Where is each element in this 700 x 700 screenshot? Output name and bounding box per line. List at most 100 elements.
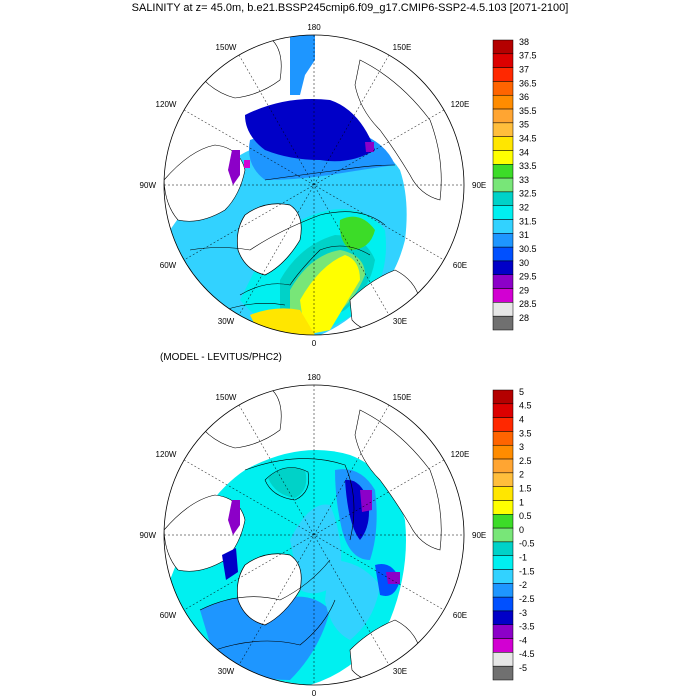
lon-label-120e: 120E (451, 450, 470, 459)
greenland-landmass (236, 203, 302, 276)
colorbar-swatch (492, 527, 514, 543)
coastal-fresh-patch (386, 572, 400, 584)
colorbar-tick-label: -1.5 (519, 566, 535, 576)
lon-label-120w: 120W (156, 450, 177, 459)
salinity-difference-polar-map: 180 150E 120E 90E 60E 30E 0 30W 60W 90W … (140, 373, 487, 698)
lon-label-90e: 90E (472, 181, 486, 190)
colorbar-tick-label: 0 (519, 525, 524, 535)
lon-label-30e: 30E (393, 667, 407, 676)
colorbar-tick-label: 30 (519, 258, 529, 268)
colorbar-swatch (492, 610, 514, 626)
colorbar-swatch (492, 665, 514, 681)
figure-title: SALINITY at z= 45.0m, b.e21.BSSP245cmip6… (131, 2, 569, 14)
barents-light-blue (325, 560, 380, 640)
colorbar-tick-label: 34.5 (519, 134, 537, 144)
colorbar-tick-label: 4.5 (519, 401, 532, 411)
salinity-polar-map: 180 150E 120E 90E 60E 30E 0 30W 60W 90W … (140, 23, 487, 348)
lon-label-120e: 120E (451, 100, 470, 109)
graticule-lines (164, 385, 464, 685)
lon-label-180: 180 (307, 373, 321, 382)
lon-label-90e: 90E (472, 531, 486, 540)
beaufort-fresh-core (245, 99, 375, 162)
lon-label-60e: 60E (453, 611, 467, 620)
lon-label-60w: 60W (160, 261, 177, 270)
coastal-fresh-patch (228, 150, 240, 185)
colorbar-tick-label: 37.5 (519, 51, 537, 61)
contour-line (264, 467, 309, 501)
siberia-landmass (354, 59, 442, 201)
colorbar-swatch (492, 583, 514, 598)
chukchi-inflow (290, 35, 315, 95)
canadian-archipelago (164, 494, 246, 572)
colorbar-tick-label: -2.5 (519, 594, 535, 604)
colorbar-tick-label: -1 (519, 553, 527, 563)
colorbar-tick-label: 4 (519, 414, 524, 424)
colorbar-tick-label: 5 (519, 387, 524, 397)
contour-line (239, 245, 371, 296)
lon-label-150e: 150E (393, 43, 412, 52)
contour-line (224, 303, 286, 311)
coastal-fresh-patch (244, 160, 250, 168)
colorbar-tick-label: 30.5 (519, 244, 537, 254)
coastal-fresh-patch (222, 548, 238, 580)
colorbar-swatch (492, 219, 514, 234)
colorbar-tick-label: -4.5 (519, 649, 535, 659)
colorbar-tick-label: -0.5 (519, 539, 535, 549)
colorbar-swatch (492, 555, 514, 570)
contour-line (199, 559, 331, 611)
colorbar-swatch (492, 81, 514, 96)
lon-label-60w: 60W (160, 611, 177, 620)
colorbar-swatch (492, 177, 514, 193)
colorbar-swatch (492, 652, 514, 667)
atlantic-sector-blue (200, 596, 330, 680)
colorbar-swatch (492, 458, 514, 474)
colorbar-tick-label: -5 (519, 663, 527, 673)
colorbar-tick-label: 36 (519, 92, 529, 102)
lon-label-150w: 150W (216, 43, 237, 52)
colorbar-tick-label: 29 (519, 285, 529, 295)
colorbar-swatch (492, 514, 514, 529)
colorbar-swatch (492, 205, 514, 220)
colorbar-swatch (492, 94, 514, 110)
colorbar-swatch (492, 150, 514, 165)
colorbar-swatch (492, 246, 514, 262)
lon-label-90w: 90W (140, 181, 157, 190)
norwegian-yellow (300, 255, 360, 335)
colorbar-tick-label: 33.5 (519, 161, 537, 171)
colorbar-tick-label: 1 (519, 497, 524, 507)
lon-label-30w: 30W (218, 317, 235, 326)
colorbar-tick-label: 28.5 (519, 299, 537, 309)
colorbar-swatch (492, 260, 514, 276)
difference-subtitle: (MODEL - LEVITUS/PHC2) (160, 352, 282, 363)
colorbar-swatch (492, 624, 514, 639)
colorbar-swatch (492, 108, 514, 124)
colorbar-tick-label: 32.5 (519, 189, 537, 199)
colorbar-swatch (492, 417, 514, 432)
colorbar-swatch (492, 596, 514, 612)
colorbar-tick-label: 33 (519, 175, 529, 185)
colorbar-tick-label: 37 (519, 64, 529, 74)
contour-line (214, 599, 336, 651)
colorbar-tick-label: 31 (519, 230, 529, 240)
colorbar-swatch (492, 39, 514, 55)
coastal-fresh-patch (360, 490, 372, 512)
colorbar-swatch (492, 136, 514, 151)
colorbar-tick-label: -3 (519, 608, 527, 618)
lon-label-0: 0 (312, 689, 317, 698)
map-boundary (163, 34, 465, 336)
colorbar-tick-label: 31.5 (519, 216, 537, 226)
colorbar-swatch (492, 472, 514, 487)
lon-label-180: 180 (307, 23, 321, 32)
colorbar-swatch (492, 541, 514, 556)
colorbar-tick-label: 35 (519, 120, 529, 130)
contour-line (189, 211, 386, 251)
colorbar-salinity: 38 37.5 37 36.5 36 35.5 35 34.5 34 33.5 33 32.5 32 31… (492, 37, 537, 331)
colorbar-swatch (492, 486, 514, 501)
map-boundary (163, 384, 465, 686)
colorbar-swatch (492, 122, 514, 137)
lon-label-0: 0 (312, 339, 317, 348)
colorbar-swatch (492, 315, 514, 331)
colorbar-swatch (492, 302, 514, 317)
colorbar-swatch (492, 569, 514, 584)
